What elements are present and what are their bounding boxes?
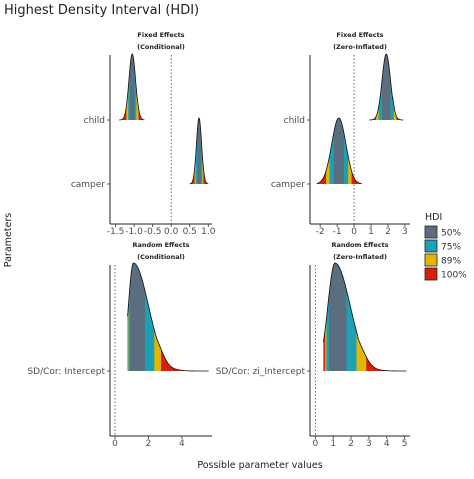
density-outline [127, 262, 209, 372]
legend-swatch [424, 267, 438, 281]
density-outline [119, 53, 145, 121]
x-tick-label: 0 [112, 439, 118, 449]
chart-title: Highest Density Interval (HDI) [4, 3, 199, 18]
x-tick-label: 0 [351, 227, 357, 237]
x-tick-label: -1.5 [107, 227, 125, 237]
x-tick-label: 0.0 [164, 227, 179, 237]
panel-title: Fixed Effects [137, 31, 184, 39]
legend-swatch [424, 253, 438, 267]
legend-label: 89% [441, 257, 461, 267]
hdi-50-region [197, 118, 201, 184]
x-tick-label: 3 [402, 227, 408, 237]
parameter-label: camper [71, 180, 105, 190]
x-tick-label: 2 [348, 439, 354, 449]
density-outline [316, 117, 362, 185]
panel-subtitle: (Conditional) [137, 253, 185, 261]
x-tick-label: 2 [385, 227, 391, 237]
hdi-50-region [328, 263, 347, 371]
legend: HDI 50% 75% 89% 100% [424, 212, 467, 281]
legend-label: 100% [441, 271, 467, 281]
panel-title: Random Effects [331, 241, 388, 249]
parameter-label: SD/Cor: zi_Intercept [216, 367, 306, 377]
x-axis-title: Possible parameter values [197, 460, 322, 471]
x-tick-label: -1.0 [125, 227, 143, 237]
panel-subtitle: (Conditional) [137, 43, 185, 51]
hdi-50-region [130, 263, 146, 371]
density-camper [316, 117, 362, 185]
parameter-label: camper [271, 180, 305, 190]
hdi-50-region [382, 54, 391, 120]
density-outline [369, 53, 404, 121]
parameter-label: SD/Cor: Intercept [27, 367, 105, 377]
x-tick-label: 1.0 [201, 227, 216, 237]
density-SD/Cor: Intercept [127, 262, 209, 372]
panel-0: Fixed Effects(Conditional)-1.5 -1.0 -0.5 0.… [71, 31, 216, 237]
x-tick-label: 4 [179, 439, 185, 449]
hdi-50-region [130, 54, 135, 120]
legend-title: HDI [425, 212, 442, 223]
y-axis-title: Parameters [3, 213, 14, 267]
legend-label: 75% [441, 243, 461, 253]
legend-swatch [424, 239, 438, 253]
hdi-50-region [333, 118, 344, 184]
legend-label: 50% [441, 229, 461, 239]
density-child [119, 53, 145, 121]
panel-title: Random Effects [132, 241, 189, 249]
panel-3: Random Effects (Zero-Inflated) 0 1 2 3 4 5 SD/Co… [216, 241, 410, 449]
x-tick-label: -0.5 [144, 227, 162, 237]
panel-subtitle: (Zero-Inflated) [333, 43, 387, 51]
x-tick-label: 1 [368, 227, 374, 237]
density-SD/Cor: zi_Intercept [322, 262, 407, 372]
parameter-label: child [284, 116, 305, 126]
x-tick-label: 3 [366, 439, 372, 449]
legend-swatch [424, 225, 438, 239]
x-tick-label: -1 [333, 227, 342, 237]
density-camper [189, 117, 209, 185]
x-tick-label: 1 [330, 439, 336, 449]
panel-subtitle: (Zero-Inflated) [333, 253, 387, 261]
x-tick-label: 5 [402, 439, 408, 449]
panel-2: Random Effects (Conditional) 0 2 4 SD/Cor: In… [27, 241, 212, 449]
density-child [369, 53, 404, 121]
x-tick-label: 4 [384, 439, 390, 449]
density-outline [322, 262, 407, 372]
density-outline [189, 117, 209, 185]
panel-1: Fixed Effects (Zero-Inflated) -2 -1 0 1 2 3 chil… [271, 31, 410, 237]
panel-title: Fixed Effects [336, 31, 383, 39]
x-tick-label: 0 [312, 439, 318, 449]
panels: Fixed Effects(Conditional)-1.5 -1.0 -0.5 0.… [27, 31, 410, 449]
x-tick-label: -2 [316, 227, 325, 237]
x-tick-label: 0.5 [183, 227, 197, 237]
x-tick-label: 2 [146, 439, 152, 449]
parameter-label: child [84, 116, 105, 126]
